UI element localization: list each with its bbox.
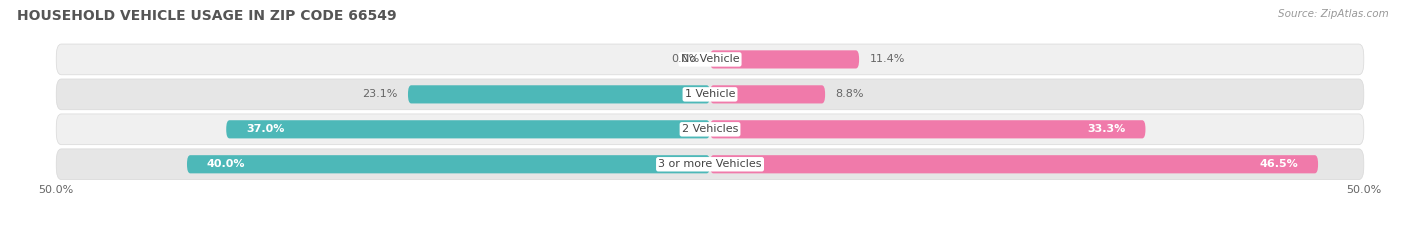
Text: 2 Vehicles: 2 Vehicles xyxy=(682,124,738,134)
Text: 0.0%: 0.0% xyxy=(671,55,700,64)
Text: 46.5%: 46.5% xyxy=(1260,159,1298,169)
FancyBboxPatch shape xyxy=(56,44,1364,75)
FancyBboxPatch shape xyxy=(710,50,859,69)
Text: HOUSEHOLD VEHICLE USAGE IN ZIP CODE 66549: HOUSEHOLD VEHICLE USAGE IN ZIP CODE 6654… xyxy=(17,9,396,23)
FancyBboxPatch shape xyxy=(56,114,1364,145)
Text: No Vehicle: No Vehicle xyxy=(681,55,740,64)
Text: 40.0%: 40.0% xyxy=(207,159,245,169)
FancyBboxPatch shape xyxy=(56,79,1364,110)
FancyBboxPatch shape xyxy=(56,149,1364,180)
Text: 37.0%: 37.0% xyxy=(246,124,284,134)
Text: 3 or more Vehicles: 3 or more Vehicles xyxy=(658,159,762,169)
FancyBboxPatch shape xyxy=(710,155,1317,173)
Text: Source: ZipAtlas.com: Source: ZipAtlas.com xyxy=(1278,9,1389,19)
Text: 23.1%: 23.1% xyxy=(363,89,398,99)
Text: 1 Vehicle: 1 Vehicle xyxy=(685,89,735,99)
FancyBboxPatch shape xyxy=(226,120,710,138)
Text: 11.4%: 11.4% xyxy=(869,55,905,64)
FancyBboxPatch shape xyxy=(710,85,825,103)
FancyBboxPatch shape xyxy=(408,85,710,103)
Text: 33.3%: 33.3% xyxy=(1088,124,1126,134)
Text: 8.8%: 8.8% xyxy=(835,89,865,99)
FancyBboxPatch shape xyxy=(187,155,710,173)
FancyBboxPatch shape xyxy=(710,120,1146,138)
